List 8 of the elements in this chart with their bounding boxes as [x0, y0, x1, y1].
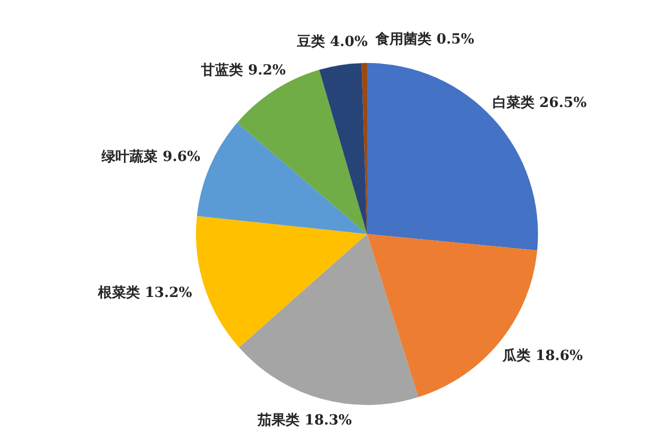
slice-label: 食用菌类 0.5%: [374, 32, 474, 48]
slice-label: 瓜类 18.6%: [502, 346, 583, 364]
slice-label: 豆类 4.0%: [296, 34, 368, 50]
slice-label: 白菜类 26.5%: [492, 95, 587, 112]
slice-label: 甘蓝类 9.2%: [200, 62, 286, 79]
slice-label: 绿叶蔬菜 9.6%: [100, 148, 200, 165]
slice-label: 茄果类 18.3%: [256, 412, 352, 429]
slice-label: 根菜类 13.2%: [96, 284, 192, 301]
